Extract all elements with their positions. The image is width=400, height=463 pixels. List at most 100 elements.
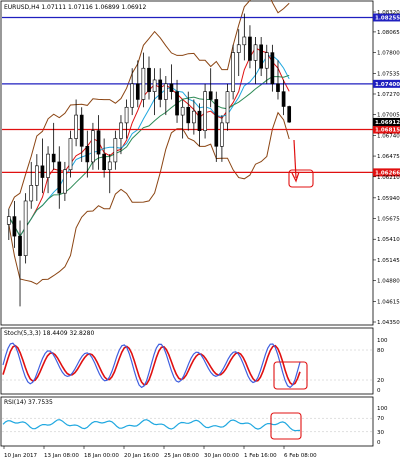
candle-body [57, 161, 62, 194]
candle-body [74, 114, 78, 139]
price-tick-label: 1.06210 [377, 175, 400, 181]
price-tick-label: 1.06740 [377, 133, 400, 139]
price-axis: 1.08320 1.08065 1.07800 1.07535 1.07270 1.070… [373, 10, 400, 326]
stoch-label: Stoch(5,3,3) 18.4409 32.8280 [4, 330, 95, 337]
candle-body [259, 44, 263, 69]
rsi-label: RSI(14) 37.7535 [4, 399, 53, 406]
stoch-tick-label: 100 [377, 338, 388, 344]
candle-body [6, 216, 11, 225]
candle-body [51, 153, 56, 163]
candle-body [40, 165, 45, 178]
price-tick-label: 1.07535 [377, 71, 400, 77]
candle-body [130, 83, 135, 108]
level-label: 1.06266 [375, 170, 400, 176]
candle-body [46, 153, 50, 178]
price-tick-label: 1.07800 [377, 51, 400, 57]
price-tick-label: 1.07005 [377, 113, 400, 119]
candle-body [248, 36, 252, 61]
candle-body [276, 83, 280, 92]
level-label-bg [373, 125, 400, 134]
candle-body [29, 185, 34, 202]
time-tick-label: 18 Jan 00:00 [84, 453, 119, 459]
candle-body [152, 79, 157, 92]
candle-body [18, 235, 22, 256]
time-tick-label: 30 Jan 00:00 [204, 453, 239, 459]
stoch-panel [0, 327, 374, 395]
ma-medium [8, 54, 290, 238]
candle-body [141, 67, 146, 100]
stoch-tick-label: 0 [377, 388, 381, 394]
candlesticks [6, 13, 292, 307]
band-lower [8, 111, 290, 285]
band-upper [8, 0, 290, 210]
time-tick-label: 13 Jan 08:00 [44, 453, 79, 459]
candle-body [281, 91, 286, 107]
candle-body [79, 114, 84, 147]
rsi-panel [0, 396, 374, 447]
candle-body [113, 138, 118, 163]
rsi-indicator: 100 70 30 0 [2, 406, 388, 446]
rsi-tick-label: 70 [377, 416, 384, 422]
price-tick-label: 1.08065 [377, 30, 400, 36]
candle-body [96, 130, 101, 155]
price-tick-label: 1.06475 [377, 154, 400, 160]
level-label: 1.07400 [375, 82, 400, 88]
time-tick-label: 25 Jan 08:00 [164, 453, 199, 459]
candle-body [180, 106, 185, 116]
candle-body [63, 169, 67, 194]
candle-body [23, 200, 28, 256]
price-tick-label: 1.05145 [377, 258, 400, 264]
price-tick-label: 1.05940 [377, 196, 400, 202]
stochastic-oscillator: 100 80 20 0 [2, 338, 388, 394]
stoch-highlight-box [273, 361, 308, 390]
time-tick-label: 10 Jan 2017 [4, 453, 37, 459]
stoch-k-line [2, 342, 301, 389]
ma-slow [8, 74, 290, 238]
stoch-tick-label: 80 [377, 348, 384, 354]
main-panel [0, 0, 374, 326]
candle-body [197, 110, 202, 131]
candle-body [220, 122, 224, 147]
level-label: 1.06815 [375, 128, 400, 134]
level-label-bg [373, 168, 400, 177]
current-price-bg [373, 117, 400, 126]
current-price-label: 1.06912 [375, 120, 400, 126]
time-axis: 10 Jan 2017 13 Jan 08:00 18 Jan 00:00 20 Ja… [3, 446, 317, 459]
price-tick-label: 1.05675 [377, 217, 400, 223]
horizontal-levels: 1.08255 1.07400 1.06815 1.06266 1.06912 [2, 13, 400, 177]
price-tick-label: 1.04880 [377, 279, 400, 285]
chart-header: EURUSD,H4 1.07111 1.07116 1.06899 1.0691… [4, 4, 146, 11]
level-label-bg [373, 13, 400, 22]
forecast-arrow-head [291, 171, 300, 183]
price-tick-label: 1.04615 [377, 299, 400, 305]
candle-body [242, 36, 247, 46]
candle-body [186, 106, 191, 124]
level-label: 1.08255 [375, 15, 400, 21]
price-tick-label: 1.07270 [377, 92, 400, 98]
candle-body [208, 91, 213, 100]
price-tick-label: 1.05410 [377, 237, 400, 243]
price-tick-label: 1.04350 [377, 320, 400, 326]
candle-body [119, 122, 123, 139]
rsi-tick-label: 30 [377, 430, 384, 436]
candle-body [68, 138, 73, 171]
time-tick-label: 20 Jan 16:00 [124, 453, 159, 459]
candle-body [203, 91, 207, 131]
candle-body [147, 67, 151, 92]
rsi-tick-label: 100 [377, 406, 388, 412]
candle-body [231, 52, 235, 92]
candle-body [175, 91, 179, 116]
candle-body [35, 165, 39, 186]
forecast-arrow [293, 139, 297, 179]
stoch-tick-label: 20 [377, 378, 384, 384]
bollinger-bands [8, 0, 290, 285]
candle-body [236, 44, 241, 53]
candle-body [169, 83, 174, 92]
rsi-tick-label: 0 [377, 440, 381, 446]
price-tick-label: 1.08320 [377, 10, 400, 16]
candle-body [12, 216, 17, 237]
time-tick-label: 1 Feb 16:00 [244, 453, 277, 459]
candle-body [264, 52, 269, 69]
candle-body [287, 106, 292, 123]
